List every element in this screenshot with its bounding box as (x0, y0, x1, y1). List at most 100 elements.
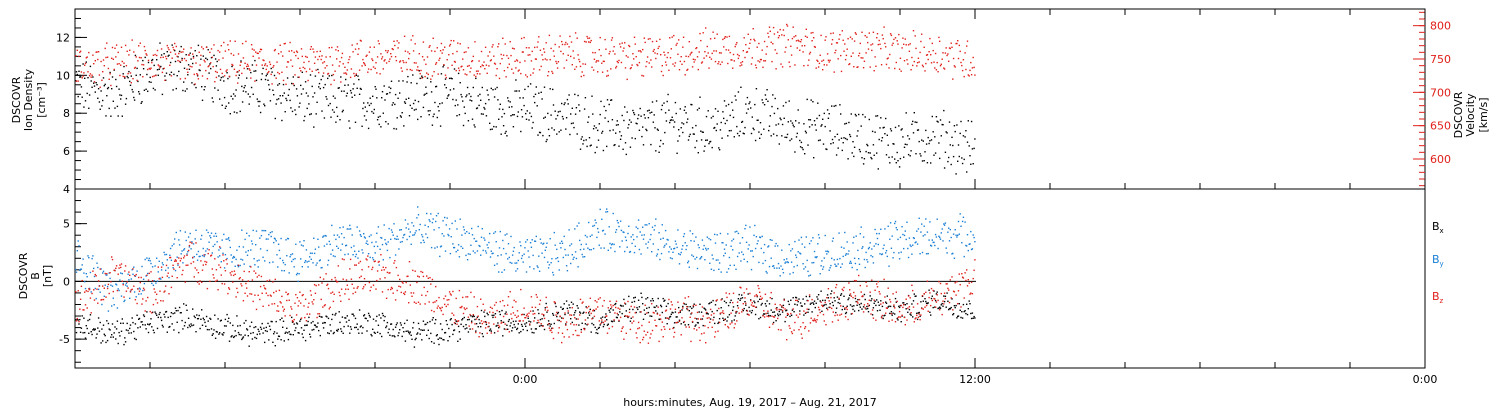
velocity-point (953, 65, 956, 67)
density-point (669, 121, 671, 124)
bx-point (633, 300, 636, 303)
density-point (626, 111, 628, 113)
bx-point (771, 297, 773, 300)
velocity-point (974, 74, 976, 76)
bz-point (313, 284, 316, 286)
bx-point (800, 305, 803, 307)
density-point (390, 87, 392, 90)
velocity-point (967, 74, 969, 76)
velocity-point (174, 53, 177, 55)
bx-point (115, 328, 118, 330)
bx-point (351, 313, 353, 315)
bz-point (163, 291, 165, 293)
velocity-point (761, 49, 763, 51)
bx-point (684, 324, 686, 326)
bx-point (759, 298, 761, 300)
velocity-point (111, 46, 114, 49)
by-point (608, 226, 610, 228)
by-point (787, 261, 789, 264)
bz-point (316, 316, 318, 319)
density-point (437, 105, 439, 108)
bx-point (748, 306, 750, 309)
velocity-point (138, 56, 141, 59)
velocity-point (752, 28, 754, 30)
bz-point (300, 317, 303, 319)
by-point (927, 252, 929, 255)
bx-point (614, 303, 616, 306)
by-point (89, 271, 92, 274)
by-point (337, 247, 339, 249)
velocity-point (705, 27, 707, 29)
by-point (360, 235, 362, 237)
bx-point (653, 306, 655, 308)
velocity-point (308, 60, 310, 63)
bx-point (903, 302, 905, 304)
velocity-point (861, 31, 863, 33)
velocity-point (490, 59, 492, 61)
by-point (863, 258, 866, 261)
by-point (703, 244, 705, 247)
velocity-point (233, 68, 236, 70)
density-point (538, 131, 541, 134)
bx-point (749, 310, 751, 312)
by-point (867, 248, 870, 250)
velocity-point (343, 72, 345, 74)
by-point (111, 305, 113, 307)
velocity-point (241, 72, 243, 75)
density-point (816, 117, 818, 120)
bx-point (837, 301, 839, 304)
by-point (862, 236, 865, 238)
velocity-point (898, 68, 901, 70)
velocity-point (315, 69, 317, 71)
by-point (199, 255, 201, 258)
velocity-point (483, 61, 485, 63)
by-point (77, 240, 79, 242)
density-point (772, 94, 774, 96)
velocity-point (824, 39, 826, 41)
density-point (484, 102, 487, 105)
density-point (370, 102, 372, 105)
velocity-point (307, 79, 309, 82)
density-point (177, 56, 179, 58)
density-point (178, 50, 181, 53)
bx-point (970, 317, 973, 320)
density-point (376, 119, 379, 121)
by-point (914, 242, 916, 244)
density-point (907, 135, 909, 137)
by-point (359, 234, 362, 236)
bz-point (294, 302, 296, 304)
density-point (182, 89, 184, 92)
bz-point (271, 303, 273, 305)
by-point (623, 231, 625, 234)
velocity-point (133, 51, 135, 53)
bx-point (582, 312, 584, 314)
bx-point (776, 307, 778, 309)
bx-point (656, 312, 659, 314)
density-point (133, 96, 135, 99)
density-point (665, 120, 668, 122)
velocity-point (920, 40, 922, 43)
velocity-point (954, 66, 956, 68)
bz-point (339, 294, 341, 297)
density-point (111, 88, 113, 90)
velocity-point (160, 48, 163, 50)
by-point (129, 290, 132, 292)
density-point (363, 115, 366, 117)
density-point (894, 126, 897, 129)
by-point (718, 268, 720, 270)
by-point (598, 244, 600, 246)
by-point (527, 250, 529, 252)
by-point (78, 245, 80, 247)
density-point (859, 150, 861, 153)
bx-point (471, 316, 474, 318)
by-point (566, 270, 569, 272)
density-point (164, 75, 166, 77)
bx-point (840, 294, 842, 296)
bx-point (298, 332, 300, 334)
by-point (920, 231, 922, 233)
by-point (578, 222, 580, 224)
density-point (815, 129, 817, 131)
velocity-point (925, 54, 928, 56)
bx-point (769, 315, 771, 317)
density-point (584, 97, 587, 99)
